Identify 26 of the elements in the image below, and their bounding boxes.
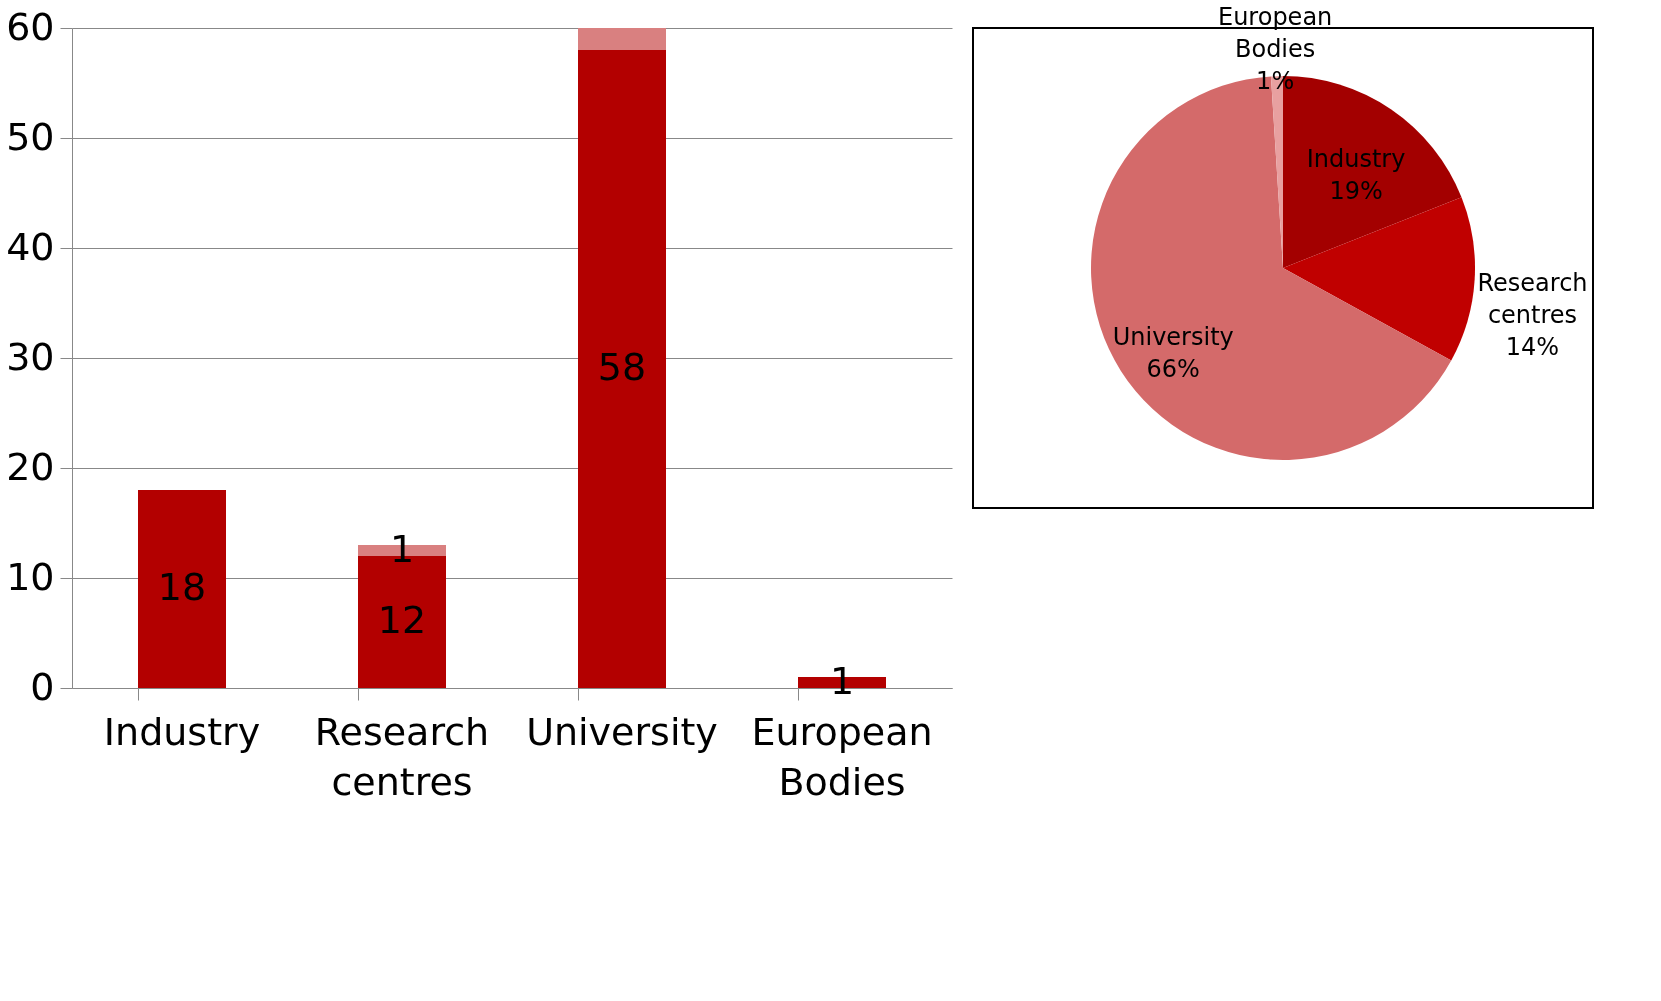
x-tick-label: European Bodies [751,709,933,804]
y-tick-label: 20 [6,444,55,489]
y-tick-label: 50 [6,114,55,159]
x-tick-label: Industry [103,709,261,754]
data-label: 58 [597,345,647,389]
data-label: 18 [157,565,207,609]
pie-slice [1283,197,1475,361]
x-tick-label: Research centres [314,709,490,804]
y-tick-label: 60 [6,4,55,49]
slice-label: Industry [1306,145,1406,174]
data-label: 66% [1146,354,1200,383]
slice-label: University [1112,322,1234,351]
bar [138,490,226,688]
data-label: 12 [377,598,427,642]
bar [578,50,666,688]
y-tick-label: 0 [30,664,55,709]
slice-label: European Bodies [1217,3,1333,64]
y-tick-label: 10 [6,554,55,599]
data-label: 1% [1256,67,1295,96]
y-tick-label: 30 [6,334,55,379]
y-tick-label: 40 [6,224,55,269]
data-label: 19% [1329,177,1383,206]
slice-label: Research centres [1477,268,1588,329]
bar [578,28,666,50]
data-label: 14% [1505,332,1560,361]
x-tick-label: University [526,709,718,754]
